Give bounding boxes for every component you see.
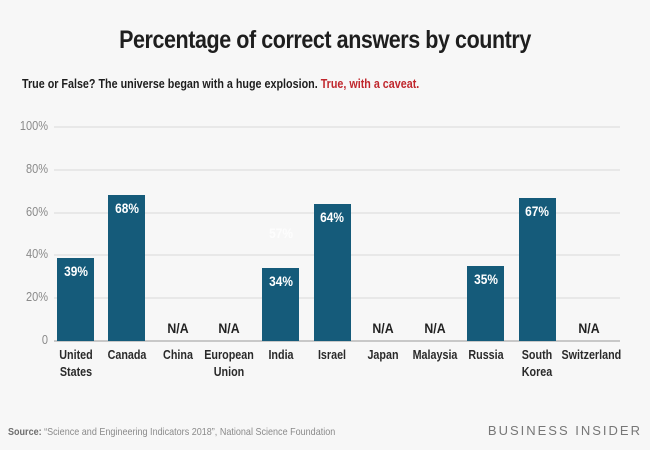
y-tick-label: 80% [25, 161, 48, 176]
bar-value-label: 67% [525, 203, 550, 219]
bar [518, 197, 556, 341]
na-label: N/A [372, 320, 394, 336]
y-tick-label: 0 [41, 333, 48, 347]
x-tick-label: Canada [107, 348, 147, 362]
y-tick-label: 60% [25, 204, 48, 219]
x-tick-label: China [163, 348, 194, 362]
bar-value-label: 68% [114, 201, 139, 217]
bar [262, 268, 300, 341]
bar-value-label: 34% [268, 274, 293, 290]
question-text: True or False? The universe began with a… [22, 77, 318, 91]
y-tick-label: 100% [19, 119, 48, 133]
answer-text: True, with a caveat. [320, 77, 420, 91]
bar [467, 266, 505, 341]
x-tick-label: Switzerland [560, 348, 621, 362]
na-label: N/A [218, 320, 241, 336]
y-tick-label: 40% [25, 247, 48, 262]
gridline [54, 168, 620, 171]
bar-value-label: 39% [63, 263, 88, 279]
na-label: N/A [577, 320, 600, 336]
x-axis-line [54, 340, 620, 342]
x-tick-label: Japan [367, 348, 399, 362]
x-tick-label: Israel [317, 348, 347, 362]
x-tick-label: India [268, 348, 294, 362]
bar [57, 257, 94, 341]
brand-logo: BUSINESS INSIDER [487, 423, 642, 438]
source-note: Source: “Science and Engineering Indicat… [8, 426, 336, 438]
ghost-value-label: 57% [268, 226, 293, 241]
bar [108, 195, 146, 341]
gridline [54, 126, 620, 128]
x-tick-label: United States [58, 348, 93, 379]
bar [313, 204, 351, 341]
x-tick-label: Malaysia [412, 348, 458, 362]
x-tick-label: European Union [204, 348, 255, 379]
bar-value-label: 64% [320, 210, 344, 226]
y-tick-label: 20% [25, 290, 48, 305]
x-tick-label: Russia [468, 348, 504, 362]
na-label: N/A [167, 320, 189, 336]
x-tick-label: South Korea [521, 348, 553, 379]
chart-title: Percentage of correct answers by country [119, 26, 531, 54]
chart-subtitle: True or False? The universe began with a… [22, 77, 419, 91]
bar-value-label: 35% [473, 272, 498, 288]
na-label: N/A [423, 320, 446, 336]
